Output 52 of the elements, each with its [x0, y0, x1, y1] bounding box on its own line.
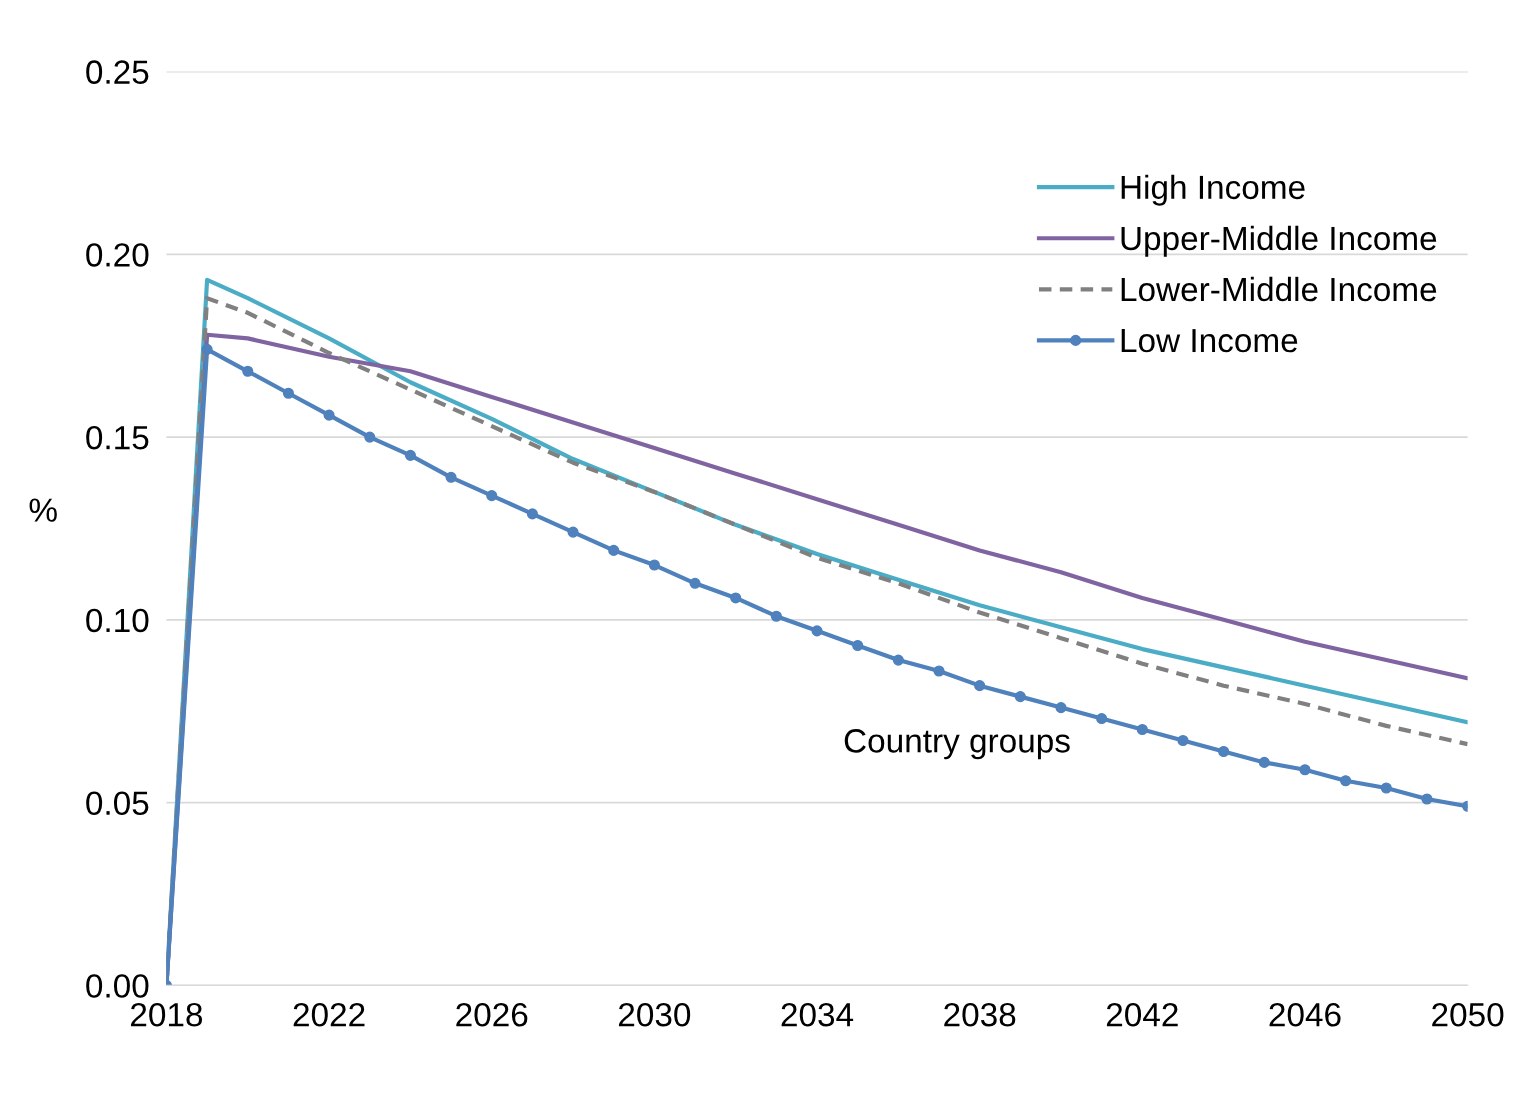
point — [730, 592, 742, 604]
point — [648, 559, 660, 571]
point — [445, 471, 457, 483]
point — [1055, 702, 1067, 714]
x-tick-label: 2026 — [456, 1002, 528, 1027]
legend-label: High Income — [1121, 174, 1305, 206]
point — [1096, 713, 1108, 725]
x-tick-label: 2022 — [293, 1002, 365, 1027]
point — [1340, 775, 1352, 787]
point — [486, 490, 498, 502]
y-tick-label: 0.25 — [86, 60, 149, 84]
y-axis-title: % — [29, 498, 57, 522]
y-tick-label: 0.05 — [86, 791, 149, 816]
annotation: Country groups — [844, 729, 1070, 760]
point — [852, 639, 864, 652]
point — [1258, 756, 1270, 768]
point — [770, 610, 782, 622]
point — [974, 680, 986, 692]
x-tick-label: 2042 — [1106, 1002, 1178, 1027]
point — [1380, 782, 1392, 794]
point — [323, 409, 335, 421]
x-tick-label: 2034 — [781, 1002, 854, 1027]
y-tick-label: 0.00 — [86, 974, 149, 998]
x-tick-label: 2030 — [618, 1002, 691, 1027]
point — [1136, 723, 1148, 736]
point — [892, 654, 904, 666]
point — [608, 544, 620, 556]
x-tick-label: 2050 — [1432, 1002, 1504, 1027]
point — [242, 365, 254, 377]
point — [811, 625, 823, 637]
legend-label: Upper-Middle Income — [1121, 225, 1437, 257]
point — [1014, 691, 1026, 703]
point — [1421, 793, 1433, 805]
point — [1218, 745, 1230, 758]
legend-label: Low Income — [1121, 329, 1298, 353]
point — [364, 431, 376, 443]
x-tick-label: 2038 — [944, 1002, 1016, 1027]
point — [1177, 734, 1189, 747]
point — [689, 577, 701, 589]
point — [282, 387, 294, 399]
point — [404, 449, 416, 461]
point — [567, 526, 579, 538]
point — [201, 343, 213, 355]
legend-label: Lower-Middle Income — [1121, 276, 1437, 302]
x-tick-label: 2046 — [1269, 1002, 1341, 1027]
y-tick-label: 0.10 — [86, 608, 149, 633]
y-tick-label: 0.15 — [86, 425, 149, 450]
y-tick-label: 0.20 — [86, 243, 149, 267]
x-tick-label: 2018 — [131, 1002, 203, 1027]
point — [526, 508, 538, 520]
point — [933, 665, 945, 677]
point — [1299, 764, 1311, 776]
